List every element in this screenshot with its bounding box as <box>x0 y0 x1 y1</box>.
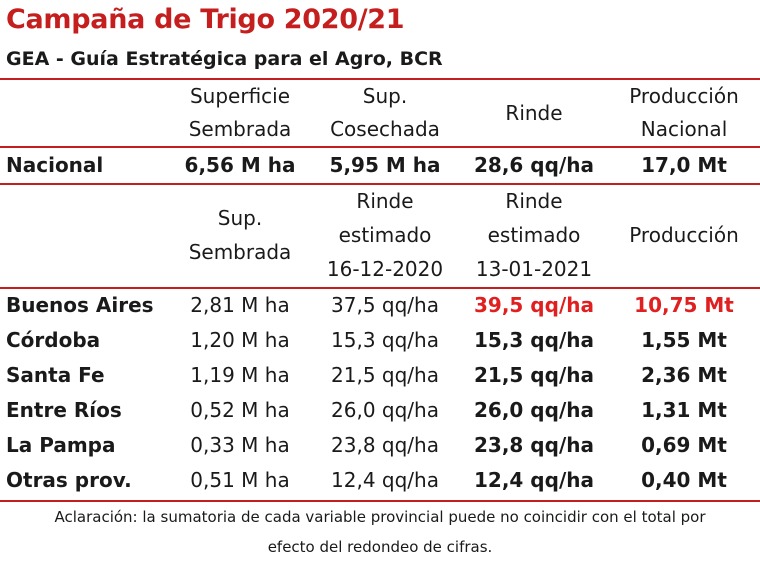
text-line: Producción <box>629 84 739 108</box>
text-line: Producción <box>629 223 739 247</box>
province-region: Entre Ríos <box>6 398 122 422</box>
province-header-yield-curr: Rinde estimado 13-01-2021 <box>460 184 608 286</box>
text-line: Sembrada <box>188 117 292 141</box>
province-header-yield-prev: Rinde estimado 16-12-2020 <box>310 184 460 286</box>
text-line: Superficie <box>189 84 291 108</box>
province-sown: 0,33 M ha <box>190 433 290 457</box>
province-yield-curr: 39,5 qq/ha <box>474 293 594 317</box>
province-yield-curr: 21,5 qq/ha <box>474 363 594 387</box>
province-region: Otras prov. <box>6 468 132 492</box>
province-region: Córdoba <box>6 328 101 352</box>
province-region: Buenos Aires <box>6 293 154 317</box>
text-line: Aclaración: la sumatoria de cada variabl… <box>54 508 706 526</box>
divider-national <box>0 146 760 148</box>
province-yield-curr: 26,0 qq/ha <box>474 398 594 422</box>
footnote: Aclaración: la sumatoria de cada variabl… <box>0 502 760 562</box>
province-sown: 0,52 M ha <box>190 398 290 422</box>
province-yield-curr: 15,3 qq/ha <box>474 328 594 352</box>
province-row: Entre Ríos 0,52 M ha 26,0 qq/ha 26,0 qq/ha 1… <box>0 393 760 428</box>
province-row: Santa Fe 1,19 M ha 21,5 qq/ha 21,5 qq/ha 2,3… <box>0 358 760 393</box>
national-harvested: 5,95 M ha <box>329 153 441 177</box>
divider-provinces <box>0 287 760 289</box>
province-production: 2,36 Mt <box>641 363 727 387</box>
text-line: Rinde <box>505 100 563 125</box>
province-row: Buenos Aires 2,81 M ha 37,5 qq/ha 39,5 qq/h… <box>0 288 760 323</box>
text-line: 13-01-2021 <box>475 257 593 281</box>
text-line: Sup. <box>217 206 263 230</box>
province-yield-curr: 23,8 qq/ha <box>474 433 594 457</box>
national-row: Nacional 6,56 M ha 5,95 M ha 28,6 qq/ha … <box>0 148 760 182</box>
text-line: Cosechada <box>330 117 440 141</box>
header-region <box>0 80 170 146</box>
text-line: Sembrada <box>188 240 292 264</box>
province-header-region <box>0 184 170 286</box>
header-production: Producción Nacional <box>608 80 760 146</box>
province-yield-curr: 12,4 qq/ha <box>474 468 594 492</box>
province-sown: 1,19 M ha <box>190 363 290 387</box>
header-harvested: Sup. Cosechada <box>310 80 460 146</box>
header-yield: Rinde <box>460 80 608 146</box>
header-sown: Superficie Sembrada <box>170 80 310 146</box>
national-sown: 6,56 M ha <box>184 153 296 177</box>
province-header-production: Producción <box>608 184 760 286</box>
province-row: Otras prov. 0,51 M ha 12,4 qq/ha 12,4 qq/ha… <box>0 463 760 498</box>
divider-top <box>0 78 760 80</box>
province-row: La Pampa 0,33 M ha 23,8 qq/ha 23,8 qq/ha 0,6… <box>0 428 760 463</box>
page-subtitle: GEA - Guía Estratégica para el Agro, BCR <box>6 48 443 70</box>
province-header: Sup. Sembrada Rinde estimado 16-12-2020 Rin… <box>0 184 760 286</box>
province-yield-prev: 15,3 qq/ha <box>331 328 439 352</box>
text-line: estimado <box>487 223 581 247</box>
page-title: Campaña de Trigo 2020/21 <box>6 4 405 35</box>
province-production: 1,55 Mt <box>641 328 727 352</box>
text-line: Nacional <box>640 117 728 141</box>
national-yield: 28,6 qq/ha <box>474 153 594 177</box>
text-line: estimado <box>338 223 432 247</box>
province-production: 10,75 Mt <box>634 293 734 317</box>
divider-bottom <box>0 500 760 502</box>
national-production: 17,0 Mt <box>641 153 727 177</box>
divider-province-header <box>0 183 760 185</box>
text-line: Sup. <box>362 84 408 108</box>
province-sown: 2,81 M ha <box>190 293 290 317</box>
national-header: Superficie Sembrada Sup. Cosechada Rinde P… <box>0 80 760 146</box>
province-yield-prev: 23,8 qq/ha <box>331 433 439 457</box>
text-line: Rinde <box>356 189 414 213</box>
province-table: Buenos Aires 2,81 M ha 37,5 qq/ha 39,5 qq/h… <box>0 288 760 498</box>
province-region: La Pampa <box>6 433 116 457</box>
province-yield-prev: 37,5 qq/ha <box>331 293 439 317</box>
text-line: 16-12-2020 <box>326 257 444 281</box>
province-production: 1,31 Mt <box>641 398 727 422</box>
national-region: Nacional <box>6 153 104 177</box>
province-row: Córdoba 1,20 M ha 15,3 qq/ha 15,3 qq/ha 1,55… <box>0 323 760 358</box>
text-line: Rinde <box>505 189 563 213</box>
province-yield-prev: 26,0 qq/ha <box>331 398 439 422</box>
province-sown: 1,20 M ha <box>190 328 290 352</box>
province-header-sown: Sup. Sembrada <box>170 184 310 286</box>
province-yield-prev: 12,4 qq/ha <box>331 468 439 492</box>
province-sown: 0,51 M ha <box>190 468 290 492</box>
province-production: 0,69 Mt <box>641 433 727 457</box>
province-region: Santa Fe <box>6 363 105 387</box>
province-yield-prev: 21,5 qq/ha <box>331 363 439 387</box>
province-production: 0,40 Mt <box>641 468 727 492</box>
text-line: efecto del redondeo de cifras. <box>267 538 493 556</box>
